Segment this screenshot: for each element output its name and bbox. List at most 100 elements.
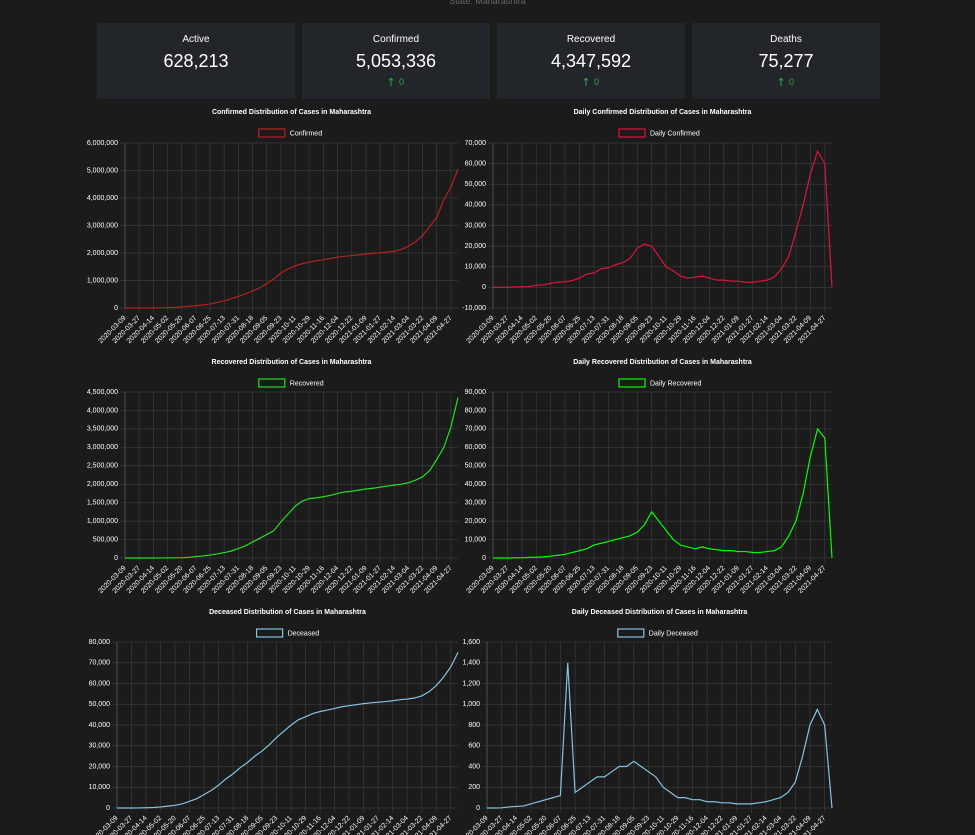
y-tick-label: 20,000 xyxy=(465,243,487,250)
data-line xyxy=(487,662,833,809)
y-tick-label: 50,000 xyxy=(465,463,487,470)
y-tick-label: 70,000 xyxy=(465,140,487,147)
card-value: 75,277 xyxy=(758,51,814,71)
y-tick-label: 40,000 xyxy=(465,481,487,488)
legend-label: Daily Confirmed xyxy=(650,130,700,137)
y-tick-label: 40,000 xyxy=(465,202,487,209)
y-tick-label: 800 xyxy=(468,722,480,729)
y-tick-label: 4,000,000 xyxy=(87,195,118,202)
legend-swatch xyxy=(617,628,645,638)
y-tick-label: 5,000,000 xyxy=(87,167,118,174)
card-value: 628,213 xyxy=(163,51,229,71)
stat-card: Confirmed 5,053,336 0 xyxy=(302,23,490,99)
y-tick-label: 20,000 xyxy=(465,518,487,525)
delta-value: 0 xyxy=(398,77,404,87)
chart-title: Recovered Distribution of Cases in Mahar… xyxy=(212,359,372,366)
chart-title: Daily Deceased Distribution of Cases in … xyxy=(572,609,748,616)
y-tick-label: 0 xyxy=(106,805,110,812)
y-tick-label: 10,000 xyxy=(465,536,487,543)
y-tick-label: 90,000 xyxy=(465,389,487,396)
y-tick-label: 0 xyxy=(476,805,480,812)
y-tick-label: 400 xyxy=(468,763,480,770)
y-tick-label: 10,000 xyxy=(89,784,111,791)
y-tick-label: 500,000 xyxy=(93,536,118,543)
y-tick-label: 2,500,000 xyxy=(87,463,118,470)
legend-label: Daily Deceased xyxy=(649,630,698,637)
y-tick-label: 0 xyxy=(114,305,118,312)
legend-label: Deceased xyxy=(288,630,320,637)
y-tick-label: 4,000,000 xyxy=(87,407,118,414)
card-label: Deaths xyxy=(770,34,802,45)
y-tick-label: 1,000 xyxy=(462,701,480,708)
y-tick-label: 0 xyxy=(114,555,118,562)
card-delta: 0 xyxy=(302,77,490,87)
y-tick-label: 1,500,000 xyxy=(87,500,118,507)
card-label: Confirmed xyxy=(372,34,420,45)
y-tick-label: 80,000 xyxy=(465,407,487,414)
y-tick-label: 3,500,000 xyxy=(87,426,118,433)
y-tick-label: 50,000 xyxy=(465,181,487,188)
card-value: 4,347,592 xyxy=(550,51,632,71)
y-tick-label: 20,000 xyxy=(89,763,111,770)
legend-swatch xyxy=(618,378,646,388)
y-tick-label: 50,000 xyxy=(89,701,111,708)
up-arrow xyxy=(388,77,394,86)
data-line xyxy=(493,427,833,559)
y-tick-label: 30,000 xyxy=(465,500,487,507)
up-arrow xyxy=(583,77,589,86)
y-tick-label: 10,000 xyxy=(465,264,487,271)
y-tick-label: 1,000,000 xyxy=(87,277,118,284)
chart-title: Daily Recovered Distribution of Cases in… xyxy=(573,359,752,366)
delta-value: 0 xyxy=(788,77,794,87)
stat-card: Active 628,213 xyxy=(97,23,295,99)
y-tick-label: 60,000 xyxy=(89,680,111,687)
legend-label: Daily Recovered xyxy=(650,380,701,387)
legend-swatch xyxy=(258,378,286,388)
up-arrow xyxy=(778,77,784,86)
legend-label: Recovered xyxy=(290,380,324,387)
y-tick-label: 70,000 xyxy=(465,426,487,433)
y-tick-label: 70,000 xyxy=(89,660,111,667)
legend-swatch xyxy=(258,128,286,138)
y-tick-label: 60,000 xyxy=(465,444,487,451)
y-tick-label: 2,000,000 xyxy=(87,250,118,257)
y-tick-label: 3,000,000 xyxy=(87,444,118,451)
y-tick-label: 80,000 xyxy=(89,639,111,646)
chart-title: Daily Confirmed Distribution of Cases in… xyxy=(574,109,752,116)
chart-title: Deceased Distribution of Cases in Mahara… xyxy=(209,609,366,616)
data-line xyxy=(492,149,833,288)
state-header: State: Maharashtra xyxy=(449,0,526,6)
data-line xyxy=(117,652,459,809)
legend-swatch xyxy=(256,628,284,638)
y-tick-label: 600 xyxy=(468,743,480,750)
y-tick-label: 6,000,000 xyxy=(87,140,118,147)
y-tick-label: 200 xyxy=(468,784,480,791)
y-tick-label: 0 xyxy=(482,555,486,562)
stat-card: Deaths 75,277 0 xyxy=(692,23,880,99)
y-tick-label: 0 xyxy=(482,284,486,291)
chart-title: Confirmed Distribution of Cases in Mahar… xyxy=(212,109,371,116)
card-value: 5,053,336 xyxy=(355,51,437,71)
y-tick-label: 1,400 xyxy=(462,660,480,667)
card-label: Recovered xyxy=(566,34,616,45)
y-tick-label: 1,600 xyxy=(462,639,480,646)
data-line xyxy=(125,168,459,309)
card-delta: 0 xyxy=(497,77,685,87)
y-tick-label: 1,200 xyxy=(462,680,480,687)
y-tick-label: 30,000 xyxy=(89,743,111,750)
y-tick-label: 40,000 xyxy=(89,722,111,729)
y-tick-label: 60,000 xyxy=(465,160,487,167)
legend-swatch xyxy=(618,128,646,138)
y-tick-label: 4,500,000 xyxy=(87,389,118,396)
y-tick-label: 3,000,000 xyxy=(87,222,118,229)
stat-card: Recovered 4,347,592 0 xyxy=(497,23,685,99)
y-tick-label: 2,000,000 xyxy=(87,481,118,488)
legend-label: Confirmed xyxy=(290,130,322,137)
card-delta: 0 xyxy=(692,77,880,87)
y-tick-label: 30,000 xyxy=(465,222,487,229)
delta-value: 0 xyxy=(593,77,599,87)
data-line xyxy=(125,397,459,559)
y-tick-label: 1,000,000 xyxy=(87,518,118,525)
